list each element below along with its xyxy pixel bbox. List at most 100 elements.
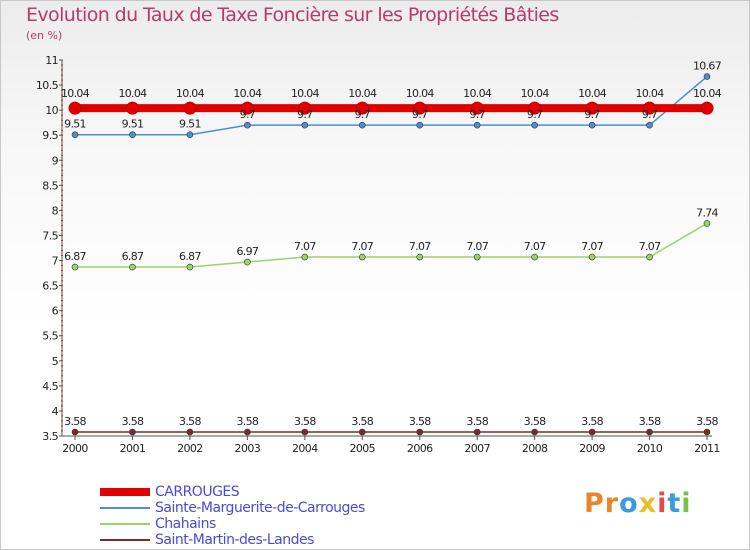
data-label: 7.07	[351, 240, 373, 253]
data-label: 6.87	[179, 250, 201, 263]
data-labels-layer: 10.04 10.04 10.04 10.04 10.04 10.04 10.04 10.04…	[61, 60, 722, 428]
data-point	[646, 428, 653, 436]
data-point	[703, 73, 711, 80]
data-label: 7.07	[524, 240, 546, 253]
logo-letter: o	[619, 488, 639, 519]
x-tick-label: 2006	[407, 442, 433, 455]
data-point	[528, 101, 542, 115]
series-line-chahains	[75, 222, 708, 268]
chart-subtitle: (en %)	[26, 29, 63, 42]
x-tick-label: 2001	[120, 442, 146, 455]
data-label: 9.7	[584, 108, 600, 121]
legend-label: Saint-Martin-des-Landes	[155, 532, 314, 548]
data-label: 10.04	[636, 87, 665, 100]
y-tick-label: 5.5	[42, 330, 58, 343]
data-point	[186, 263, 194, 271]
data-label: 9.7	[297, 108, 313, 121]
data-label: 10.04	[463, 87, 492, 100]
data-point	[129, 428, 136, 436]
data-label: 7.07	[409, 240, 431, 253]
data-point	[355, 101, 369, 115]
y-tick-label: 8	[52, 204, 59, 217]
x-tick-label: 2002	[177, 442, 203, 455]
data-point	[71, 131, 79, 138]
x-tick-label: 2008	[522, 442, 548, 455]
data-point	[244, 258, 251, 266]
logo-letter: x	[638, 488, 658, 519]
data-label: 3.58	[639, 415, 661, 428]
data-label: 10.04	[118, 87, 147, 100]
data-label: 3.58	[294, 415, 316, 428]
data-point	[298, 101, 312, 115]
data-point	[301, 428, 309, 436]
legend-label: Chahains	[155, 516, 216, 532]
data-point	[703, 220, 711, 227]
data-label: 10.67	[693, 60, 722, 73]
chart-title: Evolution du Taux de Taxe Foncière sur l…	[26, 4, 559, 26]
data-label: 10.04	[291, 87, 320, 100]
data-point	[129, 263, 136, 271]
data-label: 10.04	[693, 87, 722, 100]
logo-letter: i	[657, 488, 668, 519]
data-point	[186, 428, 194, 436]
data-label: 10.04	[521, 87, 550, 100]
data-label: 7.07	[466, 240, 488, 253]
y-tick-label: 9	[52, 154, 59, 167]
data-point	[358, 121, 366, 129]
data-label: 10.04	[61, 87, 90, 100]
data-point	[413, 101, 427, 115]
data-point	[71, 263, 79, 271]
data-point	[301, 253, 309, 261]
data-label: 9.51	[64, 118, 86, 131]
data-point	[240, 101, 254, 115]
data-point	[470, 101, 484, 115]
logo-letter: t	[667, 488, 682, 519]
data-point	[643, 101, 657, 115]
data-label: 3.58	[466, 415, 488, 428]
legend-swatch	[100, 523, 150, 525]
data-label: 10.04	[176, 87, 205, 100]
y-tick-label: 7.5	[42, 229, 58, 242]
series-layer	[68, 73, 714, 436]
chart-axes: 3.5 4 4.5 5 5.5 6 6.5 7 7.5 8 8.5 9 9.5 10 10.5 11 2000 2…	[36, 54, 720, 455]
data-point	[244, 121, 251, 129]
data-label: 9.51	[122, 118, 144, 131]
y-tick-label: 6.5	[42, 280, 58, 293]
y-tick-label: 10	[45, 104, 58, 117]
y-tick-label: 4	[52, 405, 59, 418]
data-label: 7.74	[696, 206, 718, 219]
logo-letter: i	[681, 488, 692, 519]
data-label: 7.07	[581, 240, 603, 253]
legend-label: Sainte-Marguerite-de-Carrouges	[155, 500, 365, 516]
series-line-sainte-marguerite-de-carrouges	[75, 75, 708, 136]
data-label: 3.58	[581, 415, 603, 428]
data-label: 10.04	[348, 87, 377, 100]
x-tick-label: 2005	[349, 442, 375, 455]
data-label: 9.7	[355, 108, 371, 121]
data-point	[125, 101, 139, 115]
data-label: 3.58	[409, 415, 431, 428]
data-point	[186, 131, 194, 138]
data-label: 6.97	[237, 245, 259, 258]
data-label: 3.58	[64, 415, 86, 428]
y-tick-label: 8.5	[42, 179, 58, 192]
data-label: 3.58	[696, 415, 718, 428]
data-label: 9.7	[240, 108, 256, 121]
data-point	[646, 121, 653, 129]
data-point	[531, 253, 538, 261]
x-tick-label: 2004	[292, 442, 318, 455]
data-point	[183, 101, 197, 115]
data-label: 3.58	[524, 415, 546, 428]
data-point	[358, 253, 366, 261]
data-label: 9.7	[527, 108, 543, 121]
data-point	[301, 121, 309, 129]
data-label: 3.58	[351, 415, 373, 428]
data-label: 10.04	[406, 87, 435, 100]
data-label: 7.07	[294, 240, 316, 253]
legend-label: CARROUGES	[155, 484, 240, 500]
data-point	[244, 428, 251, 436]
y-tick-label: 7	[52, 255, 59, 268]
y-tick-label: 5	[52, 355, 59, 368]
x-tick-label: 2000	[62, 442, 88, 455]
